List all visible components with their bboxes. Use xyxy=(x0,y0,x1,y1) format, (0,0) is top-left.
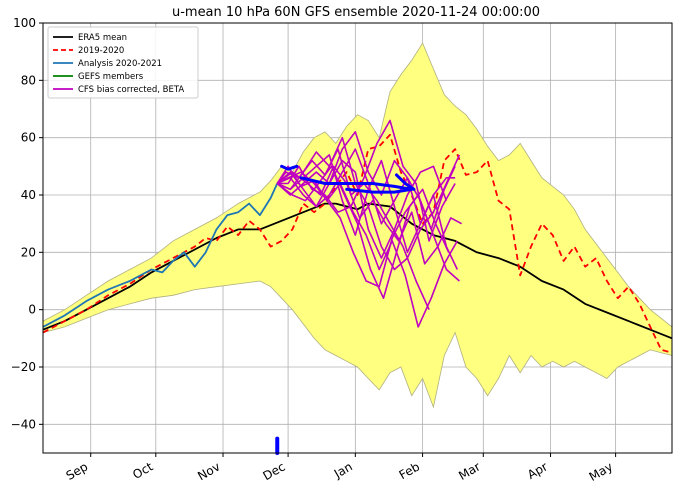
x-tick-label: May xyxy=(587,459,615,484)
y-tick-label: −40 xyxy=(11,417,36,431)
series-line-era5-mean xyxy=(42,202,673,340)
series-layer xyxy=(42,119,673,354)
gefs-marker-segment xyxy=(299,176,414,191)
plot-frame xyxy=(42,22,673,454)
y-tick-label: 0 xyxy=(28,303,36,317)
legend-box xyxy=(47,26,199,99)
gefs-marker-segment xyxy=(280,164,299,171)
x-tick-label: Mar xyxy=(456,459,483,482)
gefs-marker-segment xyxy=(345,187,414,194)
y-tick-label: 80 xyxy=(21,73,36,87)
legend-label: CFS bias corrected, BETA xyxy=(78,85,184,95)
series-line-analysis-2020-2021 xyxy=(42,183,279,328)
x-tick-label: Jan xyxy=(331,459,355,481)
y-tick-label: −20 xyxy=(11,360,36,374)
x-tick-label: Apr xyxy=(525,459,550,482)
legend-label: GEFS members xyxy=(78,72,144,82)
legend-label: Analysis 2020-2021 xyxy=(78,59,162,69)
legend-layer: ERA5 mean 2019-2020 Analysis 2020-2021 GEFS… xyxy=(47,26,199,99)
y-tick-label: 60 xyxy=(21,131,36,145)
marker-layer xyxy=(275,164,416,455)
y-tick-label: 100 xyxy=(13,16,36,30)
gefs-marker-segment xyxy=(395,173,416,191)
x-tick-label: Oct xyxy=(130,459,155,482)
x-tick-label: Sep xyxy=(64,459,91,482)
legend-label: 2019-2020 xyxy=(78,46,124,56)
chart-title: u-mean 10 hPa 60N GFS ensemble 2020-11-2… xyxy=(172,5,540,20)
series-line-cfs-member-10 xyxy=(276,171,458,328)
y-tick-label: 40 xyxy=(21,188,36,202)
series-line-cfs-member-7 xyxy=(276,165,462,265)
x-tick-label: Dec xyxy=(260,459,287,483)
y-tick-label: 20 xyxy=(21,245,36,259)
series-line-cfs-member-5 xyxy=(276,131,460,282)
x-tick-label: Nov xyxy=(195,459,222,483)
x-tick-label: Feb xyxy=(397,459,422,482)
series-line-cfs-member-9 xyxy=(276,159,448,259)
legend-label: ERA5 mean xyxy=(78,33,127,43)
